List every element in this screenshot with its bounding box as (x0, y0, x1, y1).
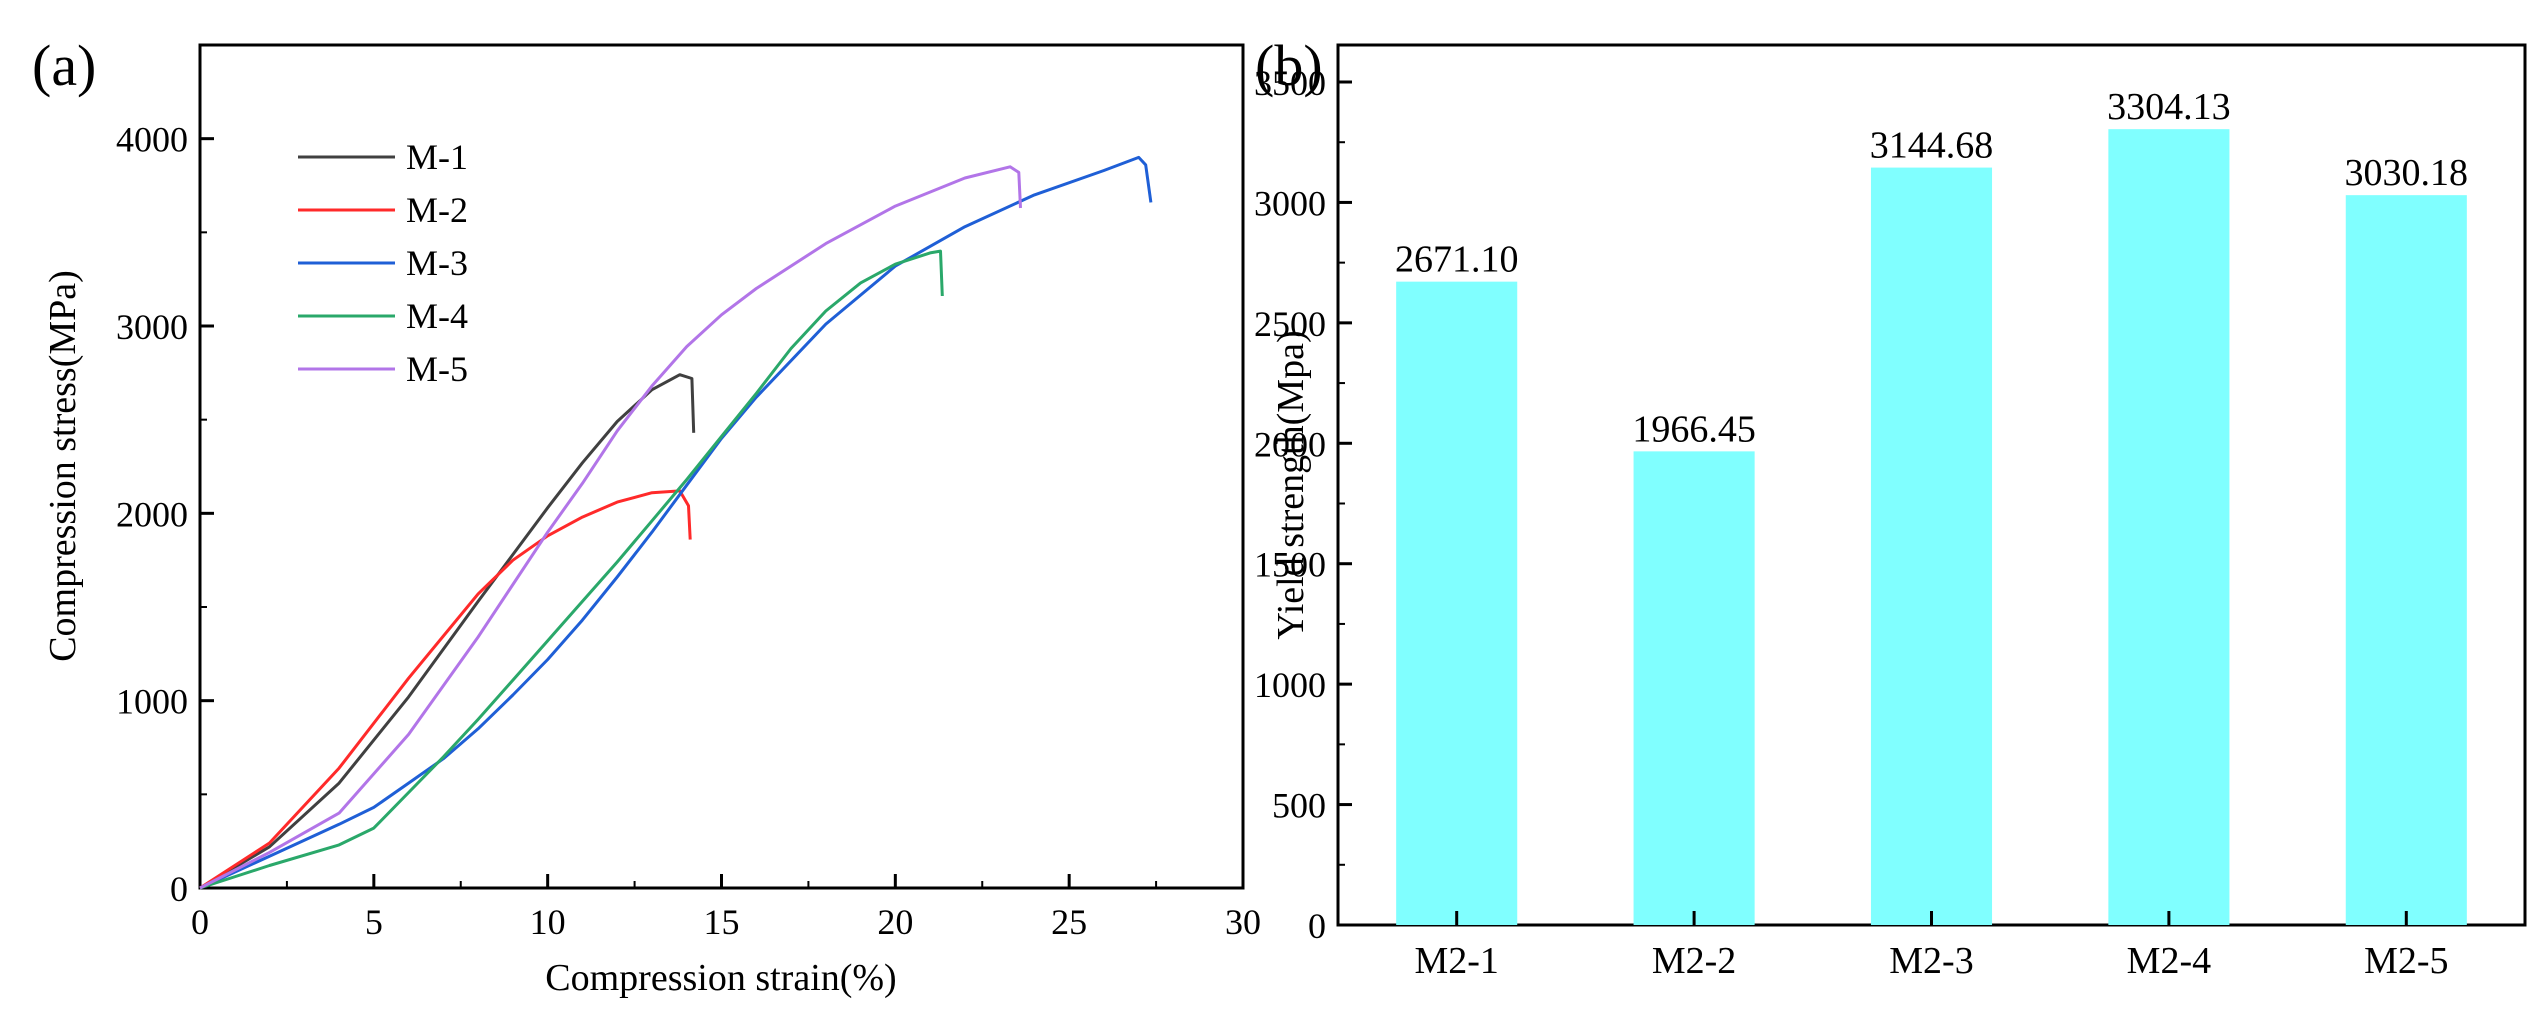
bar-value-label-m2-5: 3030.18 (2345, 152, 2469, 194)
panel-a-y-tick-label: 0 (170, 869, 188, 909)
panel-a-x-tick-label: 5 (365, 902, 383, 942)
panel-a-x-tick-label: 15 (704, 902, 740, 942)
panel-a-series-lines (199, 155, 1153, 890)
series-line-m-2 (199, 489, 692, 890)
panel-b-y-tick-label: 2500 (1254, 304, 1326, 344)
bar-m2-3 (1870, 167, 1993, 925)
panel-a-y-tick-label: 1000 (116, 682, 188, 722)
bar-value-label-m2-4: 3304.13 (2107, 86, 2231, 128)
panel-a-label: (a) (32, 33, 96, 98)
panel-b-y-tick-label: 3500 (1254, 63, 1326, 103)
bar-m2-1 (1396, 281, 1518, 925)
panel-a-line-chart: (a) 0 5 10 15 20 25 30 0 1000 2000 3000 4000 M-1 M-2… (32, 33, 1261, 999)
series-line-m-1 (199, 373, 696, 890)
panel-a-y-axis-label: Compression stress(MPa) (42, 270, 84, 662)
panel-b-bar-chart: (b) 2671.101966.453144.683304.133030.18 … (1254, 33, 2527, 982)
legend-label-m-2: M-2 (406, 190, 468, 230)
series-line-m-3 (199, 155, 1153, 890)
panel-a-x-tick-label: 10 (530, 902, 566, 942)
panel-b-y-tick-label: 1500 (1254, 545, 1326, 585)
panel-b-y-tick-label: 1000 (1254, 665, 1326, 705)
panel-b-x-tick-label-m2-5: M2-5 (2364, 940, 2448, 982)
panel-a-ticks: 0 5 10 15 20 25 30 0 1000 2000 3000 4000 (116, 120, 1261, 942)
legend-label-m-4: M-4 (406, 296, 468, 336)
bar-value-label-m2-3: 3144.68 (1870, 125, 1994, 167)
panel-a-x-tick-label: 20 (877, 902, 913, 942)
series-line-m-4 (199, 249, 944, 890)
panel-a-y-tick-label: 2000 (116, 494, 188, 534)
panel-b-bars: 2671.10 1966.45 3144.68 3304.13 3030.18 (1395, 86, 2469, 926)
panel-b-x-tick-label-m2-2: M2-2 (1652, 940, 1736, 982)
panel-b-y-tick-label: 0 (1308, 906, 1326, 946)
panel-a-x-tick-label: 0 (191, 902, 209, 942)
legend-label-m-1: M-1 (406, 137, 468, 177)
panel-b-x-tick-label-m2-1: M2-1 (1414, 940, 1498, 982)
panel-b-ticks: M2-1 M2-2 M2-3 M2-4 M2-5 0 500 1000 1500 2000 2500… (1254, 63, 2449, 982)
panel-b-y-axis-label: Yield strength(Mpa) (1270, 330, 1312, 639)
panel-b-label: (b) (1255, 33, 1323, 98)
legend-label-m-5: M-5 (406, 349, 468, 389)
panel-a-y-tick-label: 3000 (116, 307, 188, 347)
bar-m2-4 (2108, 129, 2230, 925)
bar-m2-5 (2345, 195, 2467, 926)
bar-value-label-m2-1: 2671.10 (1395, 239, 1519, 281)
panel-b-x-tick-label-m2-4: M2-4 (2127, 940, 2211, 982)
panel-a-legend: M-1 M-2 M-3 M-4 M-5 (298, 137, 468, 389)
bar-value-label-m2-2: 1966.45 (1632, 408, 1756, 450)
panel-b-y-tick-label: 3000 (1254, 183, 1326, 223)
bar-m2-2 (1633, 451, 1755, 925)
panel-b-x-tick-label-m2-3: M2-3 (1889, 940, 1973, 982)
panel-a-y-tick-label: 4000 (116, 120, 188, 160)
panel-a-x-tick-label: 25 (1051, 902, 1087, 942)
panel-a-x-axis-label: Compression strain(%) (545, 957, 896, 999)
series-line-m-5 (199, 165, 1022, 890)
panel-b-y-tick-label: 2000 (1254, 424, 1326, 464)
panel-a-x-tick-label: 30 (1225, 902, 1261, 942)
panel-b-y-tick-label: 500 (1272, 786, 1326, 826)
legend-label-m-3: M-3 (406, 243, 468, 283)
